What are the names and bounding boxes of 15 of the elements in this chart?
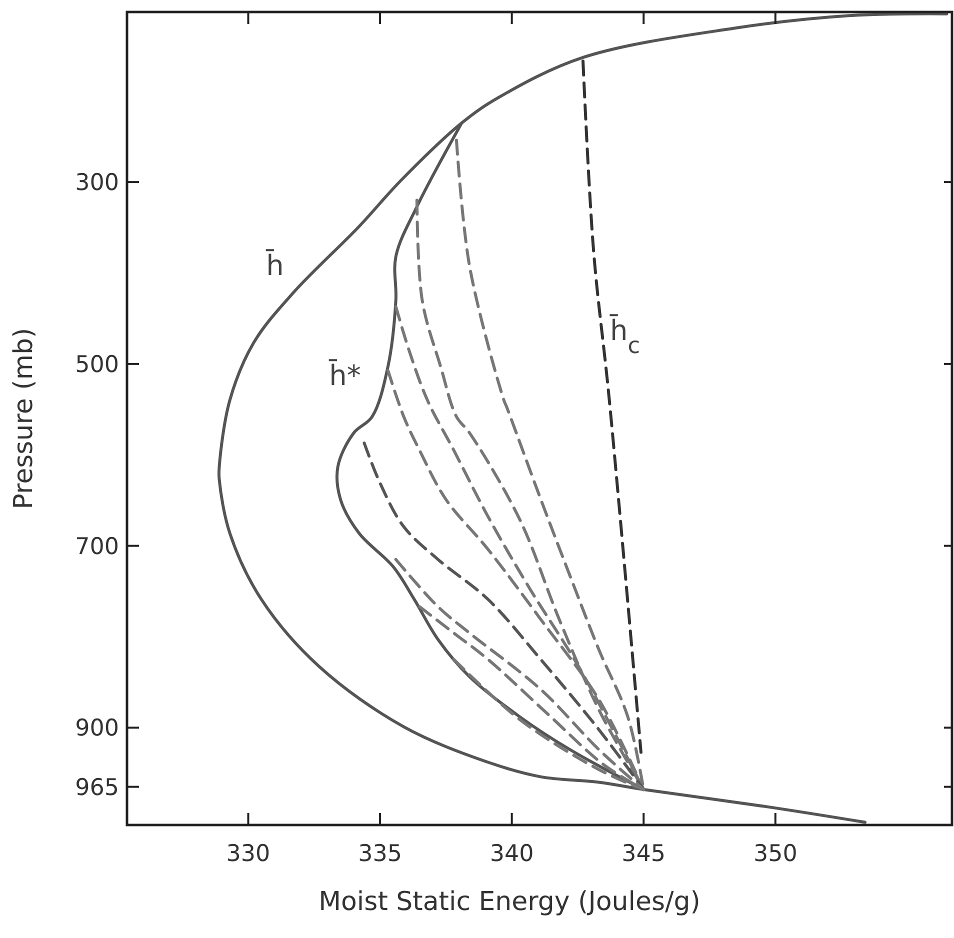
x-tick-label: 330 <box>226 841 270 867</box>
x-tick-label: 340 <box>490 841 534 867</box>
x-tick-label: 335 <box>358 841 402 867</box>
y-tick-label: 700 <box>75 534 119 560</box>
y-tick-label: 500 <box>75 352 119 378</box>
y-axis-title: Pressure (mb) <box>9 328 39 510</box>
y-tick-label: 900 <box>75 716 119 742</box>
annotation: h̄* <box>328 358 361 392</box>
annotation: h̄ <box>264 248 284 282</box>
x-axis-title: Moist Static Energy (Joules/g) <box>318 887 700 917</box>
y-tick-label: 300 <box>75 170 119 196</box>
y-tick-label: 965 <box>75 774 119 801</box>
x-tick-label: 350 <box>753 841 798 867</box>
x-tick-label: 345 <box>622 841 666 867</box>
annotation: h̄$_{c}$ <box>608 314 640 359</box>
